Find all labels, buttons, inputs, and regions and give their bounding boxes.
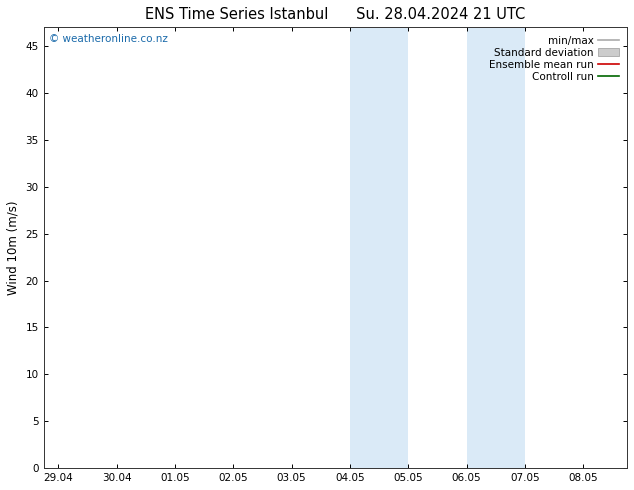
Legend: min/max, Standard deviation, Ensemble mean run, Controll run: min/max, Standard deviation, Ensemble me… xyxy=(486,32,622,85)
Title: ENS Time Series Istanbul      Su. 28.04.2024 21 UTC: ENS Time Series Istanbul Su. 28.04.2024 … xyxy=(145,7,526,22)
Bar xyxy=(467,27,525,468)
Text: © weatheronline.co.nz: © weatheronline.co.nz xyxy=(49,34,168,44)
Bar xyxy=(350,27,408,468)
Y-axis label: Wind 10m (m/s): Wind 10m (m/s) xyxy=(7,200,20,295)
